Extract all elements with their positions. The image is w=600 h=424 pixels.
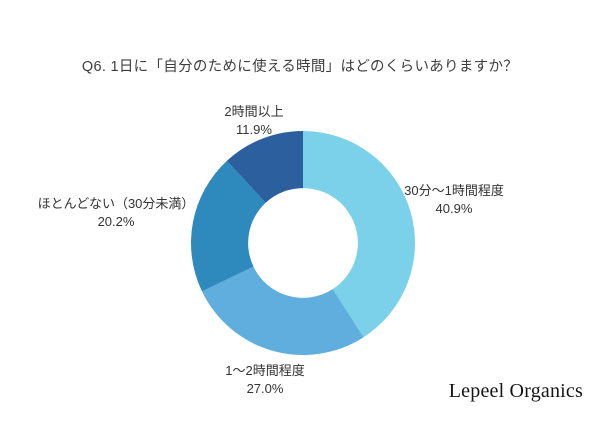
slice-label-text: 2時間以上 bbox=[224, 104, 284, 119]
slice-label-text: ほとんどない（30分未満） bbox=[37, 196, 195, 211]
donut-segment-0 bbox=[303, 131, 416, 338]
slice-label-30min-1hour: 30分〜1時間程度 40.9% bbox=[404, 182, 504, 218]
slice-label-1-2hours: 1〜2時間程度 27.0% bbox=[225, 362, 304, 398]
chart-title: Q6. 1日に「自分のために使える時間」はどのくらいありますか？ bbox=[81, 59, 519, 75]
slice-label-2hours-plus: 2時間以上 11.9% bbox=[224, 103, 283, 139]
brand-logo: Lepeel Organics bbox=[448, 380, 583, 402]
slice-label-almost-none: ほとんどない（30分未満） 20.2% bbox=[38, 195, 195, 231]
slice-percent-text: 11.9% bbox=[236, 122, 272, 137]
donut-segment-3 bbox=[226, 131, 303, 203]
slice-percent-text: 27.0% bbox=[246, 381, 284, 396]
slice-percent-text: 40.9% bbox=[435, 201, 473, 216]
slice-percent-text: 20.2% bbox=[97, 214, 135, 229]
slice-label-text: 1〜2時間程度 bbox=[225, 363, 305, 378]
donut-segment-2 bbox=[191, 160, 266, 292]
donut-segment-1 bbox=[201, 266, 364, 356]
slice-label-text: 30分〜1時間程度 bbox=[404, 183, 504, 198]
